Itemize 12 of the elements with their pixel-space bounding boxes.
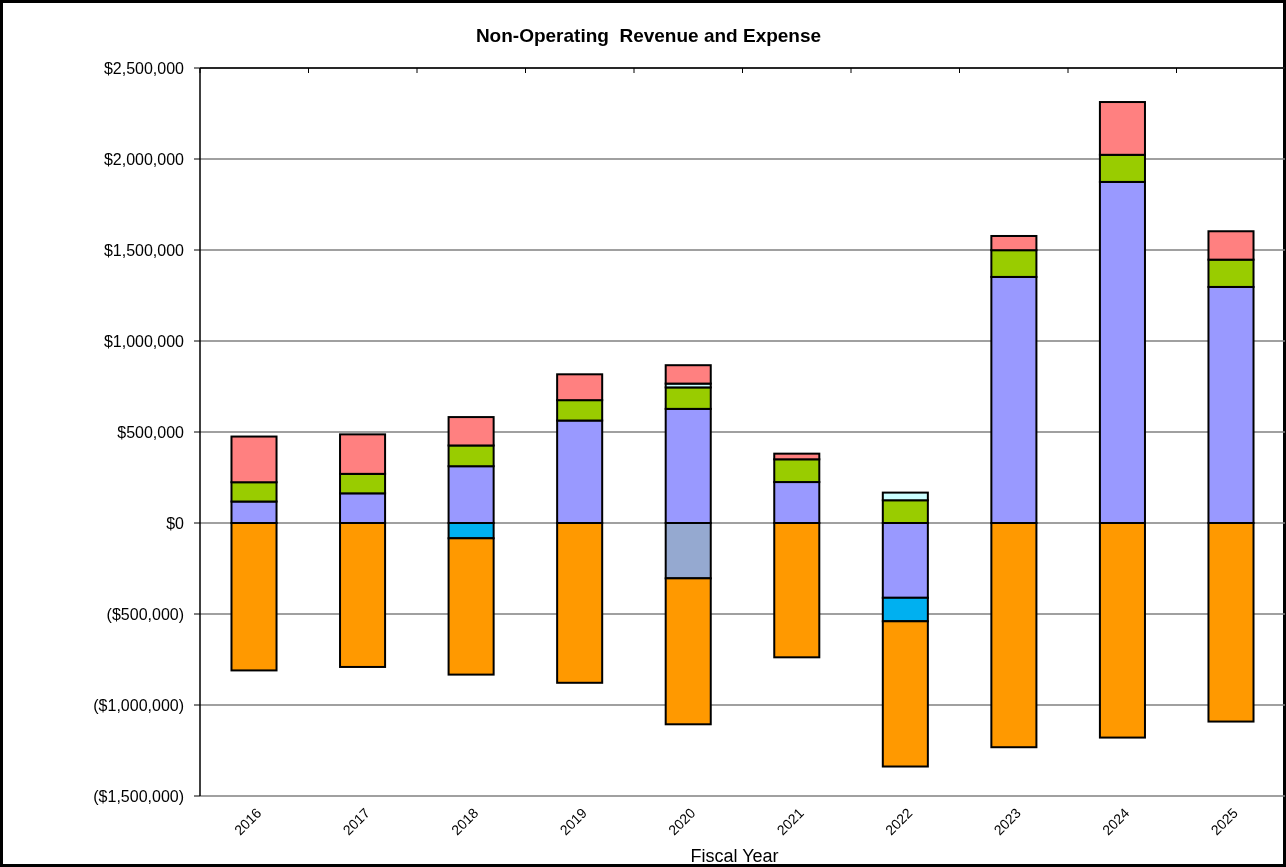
y-tick-label: ($500,000): [106, 605, 184, 623]
y-tick-label: ($1,500,000): [93, 787, 184, 805]
y-tick-label: $2,000,000: [103, 150, 185, 168]
y-tick-label: $0: [166, 514, 185, 532]
x-axis-title: Fiscal Year: [690, 846, 779, 866]
y-tick-label: $500,000: [117, 423, 185, 441]
y-tick-label: ($1,000,000): [93, 696, 184, 714]
chart-title: Non-Operating Revenue and Expense: [475, 25, 822, 46]
bar: [664, 364, 712, 385]
y-tick-label: $1,500,000: [103, 241, 185, 259]
y-tick-label: $1,000,000: [103, 332, 185, 350]
y-tick-label: $2,500,000: [103, 59, 185, 77]
